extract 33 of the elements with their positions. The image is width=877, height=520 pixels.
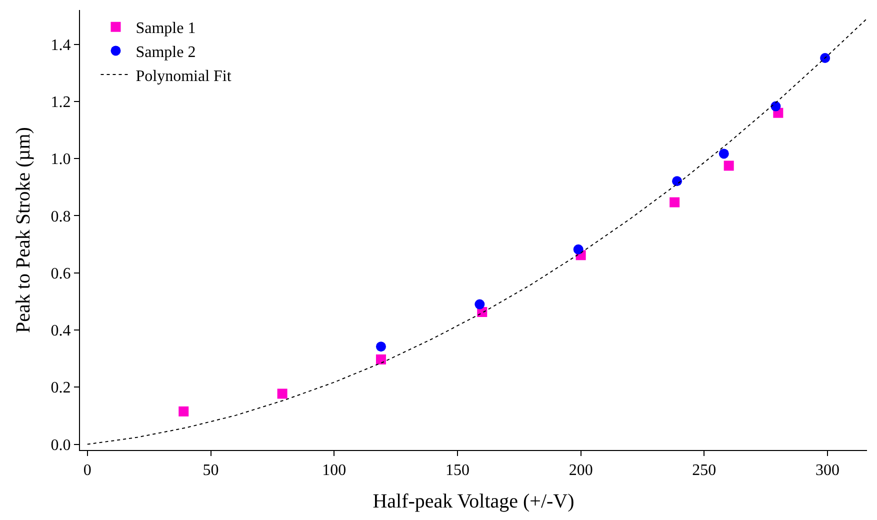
point xyxy=(474,299,485,310)
x-tick-label: 150 xyxy=(445,462,470,480)
x-tick-label: 100 xyxy=(322,462,346,480)
point xyxy=(770,101,781,112)
point xyxy=(277,388,288,399)
x-tick-label: 300 xyxy=(816,462,840,480)
y-tick-label: 1.0 xyxy=(50,151,71,168)
line-series xyxy=(86,18,867,445)
y-tick-label: 0.4 xyxy=(50,322,71,340)
point xyxy=(178,406,189,416)
x-tick-label: 0 xyxy=(83,462,92,480)
point xyxy=(718,148,729,159)
y-tick-label: 0.2 xyxy=(50,380,71,397)
x-tick-label: 250 xyxy=(692,462,716,480)
y-tick-label: 1.4 xyxy=(50,36,71,54)
legend-label: Sample 1 xyxy=(136,20,196,38)
y-tick-label: 0.6 xyxy=(50,265,71,282)
y-tick-label: 0.8 xyxy=(50,208,71,226)
point xyxy=(820,53,830,63)
legend-label: Polynomial Fit xyxy=(136,68,232,85)
x-tick-label: 200 xyxy=(568,462,593,480)
point xyxy=(672,176,682,186)
point xyxy=(724,160,734,171)
x-tick-label: 50 xyxy=(202,462,219,480)
point xyxy=(376,354,386,364)
y-tick-label: 1.2 xyxy=(50,94,71,112)
y-tick-label: 0.0 xyxy=(50,436,71,454)
y-axis-title: Peak to Peak Stroke (µm) xyxy=(12,127,34,333)
point xyxy=(376,342,386,352)
point xyxy=(670,197,680,208)
x-axis-title: Half-peak Voltage (+/-V) xyxy=(372,490,574,513)
legend-label: Sample 2 xyxy=(136,44,196,61)
point xyxy=(573,244,584,254)
